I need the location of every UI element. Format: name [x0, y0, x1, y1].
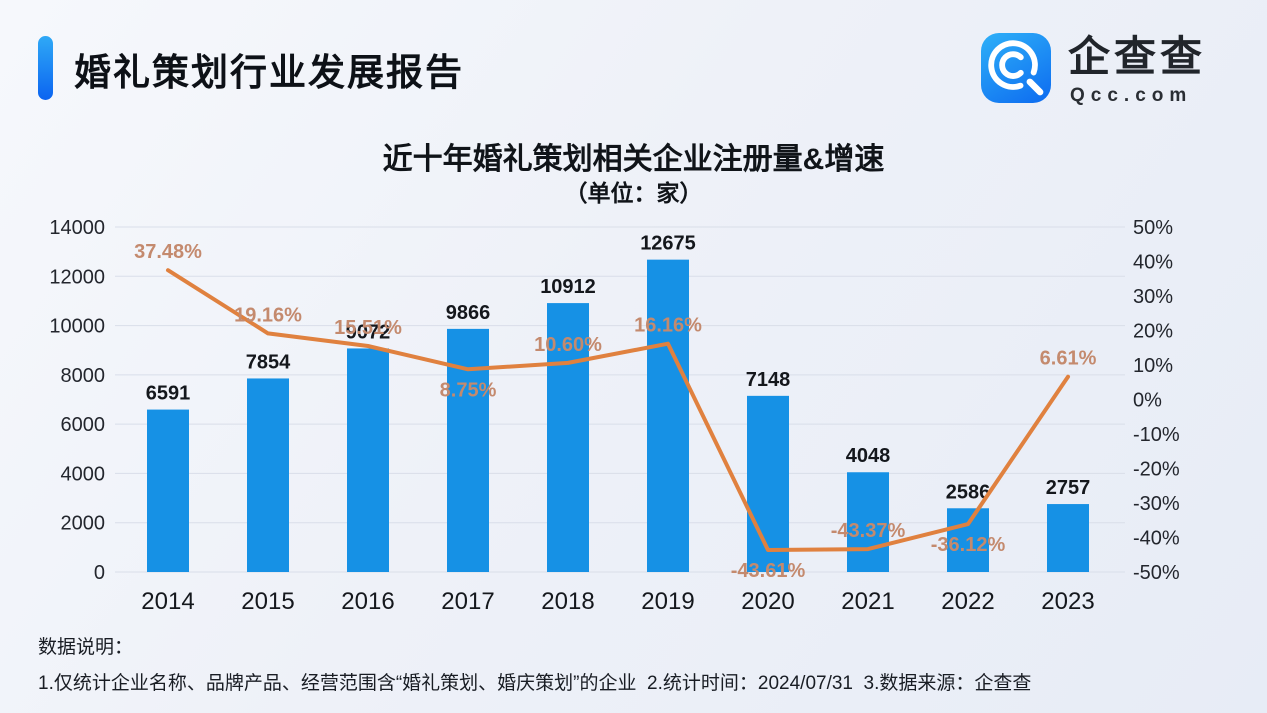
x-axis-label-2015: 2015 — [241, 588, 294, 615]
chart-subtitle: （单位：家） — [564, 180, 703, 206]
bar-2018 — [547, 303, 589, 572]
right-axis-tick: 0% — [1133, 390, 1162, 412]
qcc-logo: 企查查 Qcc.com — [981, 33, 1231, 106]
page-title: 婚礼策划行业发展报告 — [74, 52, 464, 93]
qcc-logo-icon — [981, 33, 1051, 103]
bar-2020 — [747, 395, 789, 572]
bar-label-2022: 2586 — [946, 481, 991, 503]
bar-2021 — [847, 472, 889, 572]
right-axis-tick: -10% — [1133, 424, 1180, 446]
footnote-text: 1.仅统计企业名称、品牌产品、经营范围含“婚礼策划、婚庆策划”的企业 2.统计时… — [38, 673, 1032, 694]
bar-2014 — [147, 409, 189, 572]
bar-2016 — [347, 348, 389, 572]
growth-line — [166, 268, 1070, 552]
growth-label-2014: 37.48% — [134, 241, 202, 263]
x-axis-label-2014: 2014 — [141, 588, 194, 615]
right-axis-tick: -40% — [1133, 528, 1180, 550]
right-axis-tick: 30% — [1133, 286, 1173, 308]
left-axis-tick: 0 — [94, 562, 105, 584]
x-axis-label-2016: 2016 — [341, 588, 394, 615]
x-axis-label-2022: 2022 — [941, 588, 994, 615]
growth-label-2018: 10.60% — [534, 334, 602, 356]
x-axis-label-2019: 2019 — [641, 588, 694, 615]
right-axis-tick: 10% — [1133, 355, 1173, 377]
x-axis-label-2020: 2020 — [741, 588, 794, 615]
left-axis-tick: 2000 — [61, 513, 106, 535]
qcc-logo-text-cn: 企查查 — [1068, 33, 1207, 80]
right-axis-tick: -30% — [1133, 493, 1180, 515]
bar-label-2015: 7854 — [246, 351, 291, 373]
growth-label-2022: -36.12% — [931, 534, 1006, 556]
bar-label-2023: 2757 — [1046, 477, 1091, 499]
bar-2015 — [247, 378, 289, 572]
growth-label-2023: 6.61% — [1040, 348, 1097, 370]
bar-label-2021: 4048 — [846, 445, 891, 467]
growth-label-2020: -43.61% — [731, 560, 806, 582]
qcc-logo-text-en: Qcc.com — [1070, 85, 1193, 106]
right-axis-tick: -20% — [1133, 459, 1180, 481]
chart-title: 近十年婚礼策划相关企业注册量&增速 — [382, 143, 885, 176]
title-accent-bar — [38, 36, 53, 100]
footnote-label: 数据说明： — [38, 637, 134, 658]
bar-label-2017: 9866 — [446, 302, 491, 324]
growth-label-2017: 8.75% — [440, 379, 497, 401]
left-axis-tick: 4000 — [61, 463, 106, 485]
growth-label-2019: 16.16% — [634, 315, 702, 337]
left-axis-tick: 8000 — [61, 365, 106, 387]
bar-2022 — [947, 508, 989, 572]
growth-label-2021: -43.37% — [831, 520, 906, 542]
right-axis-tick: 50% — [1133, 217, 1173, 239]
bar-label-2019: 12675 — [640, 233, 696, 255]
left-axis-tick: 6000 — [61, 414, 106, 436]
left-axis-tick: 14000 — [49, 217, 105, 239]
x-axis-label-2018: 2018 — [541, 588, 594, 615]
left-axis-tick: 10000 — [49, 316, 105, 338]
bar-2019 — [647, 259, 689, 572]
bar-label-2014: 6591 — [146, 383, 191, 405]
right-axis-tick: 40% — [1133, 252, 1173, 274]
growth-label-2016: 15.51% — [334, 317, 402, 339]
bar-label-2018: 10912 — [540, 276, 596, 298]
bar-label-2016: 9072 — [346, 321, 391, 343]
right-axis-tick: -50% — [1133, 562, 1180, 584]
x-axis-label-2023: 2023 — [1041, 588, 1094, 615]
growth-label-2015: 19.16% — [234, 304, 302, 326]
right-axis-tick: 20% — [1133, 321, 1173, 343]
x-axis-label-2017: 2017 — [441, 588, 494, 615]
magnifier-q-icon — [988, 40, 1044, 96]
left-axis-tick: 12000 — [49, 266, 105, 288]
x-axis-label-2021: 2021 — [841, 588, 894, 615]
bar-2023 — [1047, 504, 1089, 572]
bar-label-2020: 7148 — [746, 369, 791, 391]
